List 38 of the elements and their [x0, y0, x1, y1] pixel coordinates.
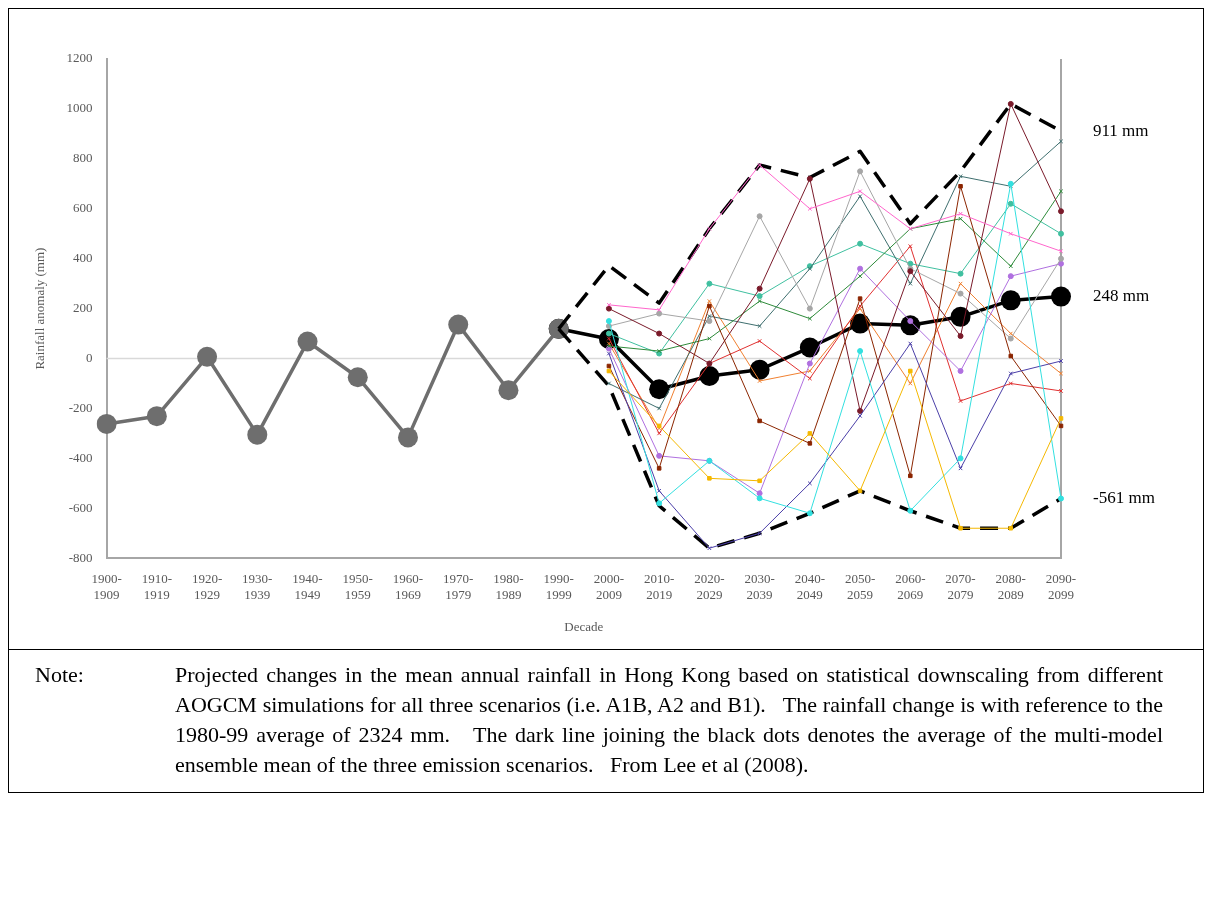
y-tick-label: 1200 — [66, 50, 93, 66]
x-axis-title: Decade — [564, 618, 604, 634]
text: Note: — [35, 661, 85, 689]
x-tick-label: 1990-1999 — [543, 571, 574, 603]
annotation: 911 mm — [1093, 120, 1149, 140]
x-tick-label: 2060-2069 — [895, 571, 926, 603]
x-tick-label: 2000-2009 — [593, 571, 625, 603]
x-tick-label: 1900-1909 — [91, 571, 122, 603]
y-tick-label: 400 — [73, 250, 93, 266]
x-tick-label: 1960-1969 — [392, 571, 424, 603]
y-tick-label: 200 — [73, 300, 93, 316]
x-tick-label: 1970-1979 — [443, 571, 474, 603]
y-axis-title: Rainfall anomaly (mm) — [32, 247, 48, 370]
x-tick-label: 1920-1929 — [191, 571, 223, 603]
annotation: 248 mm — [1093, 286, 1150, 306]
x-tick-label: 2020-2029 — [694, 571, 725, 603]
y-tick-label: 0 — [86, 349, 93, 365]
x-tick-label: 2080-2089 — [995, 571, 1026, 603]
x-tick-label: 2070-2079 — [945, 571, 976, 603]
x-tick-label: 2090-2099 — [1045, 571, 1077, 603]
y-tick-label: 800 — [73, 150, 93, 166]
x-tick-label: 1930-1939 — [242, 571, 273, 603]
x-tick-label: 2010-2019 — [643, 571, 675, 603]
text: Projected changes in the mean annual rainfall in Hong Kong based on statistical downscaling from different AOGCM simulations for all three scenarios (i.e. A1B, A2 and B1). The rainfall change is with reference to the 1980-99 average of 2324 mm. The dark line joining the black dots denotes the average of the multi-model ensemble mean of the three emission scenarios. From Lee et al (2008). — [175, 661, 1163, 779]
y-tick-label: -200 — [68, 399, 93, 415]
y-tick-label: 1000 — [66, 100, 93, 116]
y-tick-label: 600 — [73, 200, 93, 216]
y-tick-label: -400 — [68, 449, 93, 465]
x-tick-label: 1980-1989 — [493, 571, 524, 603]
x-tick-label: 2030-2039 — [744, 571, 775, 603]
annotation: -561 mm — [1093, 488, 1155, 508]
x-tick-label: 1950-1959 — [342, 571, 373, 603]
x-tick-label: 2040-2049 — [794, 571, 826, 603]
y-tick-label: -800 — [68, 549, 93, 565]
x-tick-label: 2050-2059 — [844, 571, 876, 603]
x-tick-label: 1940-1949 — [292, 571, 323, 603]
x-tick-label: 1910-1919 — [141, 571, 172, 603]
y-tick-label: -600 — [68, 499, 93, 515]
